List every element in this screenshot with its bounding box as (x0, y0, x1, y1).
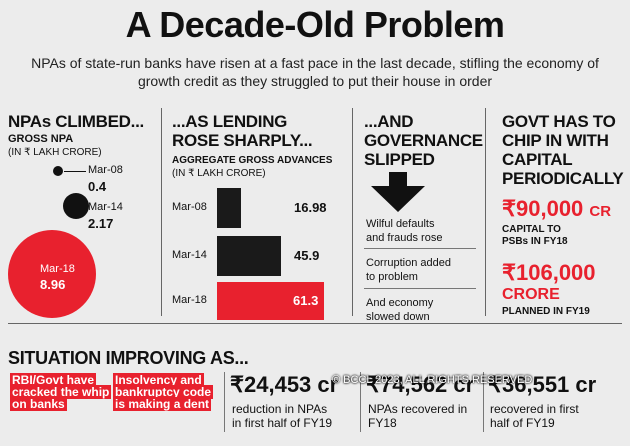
item-divider (364, 248, 476, 249)
bar-year-label: Mar-08 (172, 201, 207, 213)
npa-year-mar08: Mar-08 (88, 164, 123, 176)
npa-year-mar14: Mar-14 (88, 201, 123, 213)
stat-recovered-fy19-value: ₹36,551 cr (488, 372, 597, 397)
npa-bubble-mar14 (63, 193, 89, 219)
capital-heading-line3: CAPITAL (502, 150, 573, 169)
lending-heading-line2: ROSE SHARPLY... (172, 131, 313, 150)
advances-bar (217, 282, 324, 320)
capital-heading-line1: GOVT HAS TO (502, 112, 616, 131)
bar-year-label: Mar-18 (172, 294, 207, 306)
governance-item-2: Corruption added to problem (366, 257, 452, 283)
capital-fy19-label: PLANNED IN FY19 (502, 306, 590, 317)
npa-bubble-mar08 (53, 166, 63, 176)
section-divider (8, 323, 622, 324)
governance-heading-line3: SLIPPED (364, 150, 435, 169)
npa-unit: (IN ₹ LAKH CRORE) (8, 147, 102, 158)
governance-heading-line2: GOVERNANCE (364, 131, 483, 150)
npa-label: GROSS NPA (8, 133, 74, 145)
capital-heading-line4: PERIODICALLY (502, 169, 624, 188)
npa-value-mar08: 0.4 (88, 179, 107, 194)
advances-bar (217, 188, 241, 228)
stat-recovered-fy19-label: recovered in first half of FY19 (490, 402, 579, 430)
item-divider (364, 288, 476, 289)
situation-tag-rbi: RBI/Govt have cracked the whip on banks (10, 373, 112, 411)
capital-amount-fy18: ₹90,000 CR (502, 196, 612, 221)
situation-heading: SITUATION IMPROVING AS... (8, 348, 249, 368)
advances-bar (217, 236, 281, 276)
governance-item-3: And economy slowed down (366, 297, 434, 323)
bar-value-label: 16.98 (294, 200, 327, 215)
governance-heading-line1: ...AND (364, 112, 414, 131)
npa-value-mar18: 8.96 (40, 277, 66, 292)
stat-recovered-fy18-value: ₹74,562 cr (366, 372, 475, 397)
column-divider (161, 108, 162, 316)
situation-tag-insolvency: Insolvency and bankruptcy code is making… (113, 373, 214, 411)
infographic-title: A Decade-Old Problem (125, 4, 505, 45)
stat-npa-reduction-value: ₹24,453 cr (230, 372, 339, 397)
governance-item-1: Wilful defaults and frauds rose (366, 218, 443, 244)
stat-recovered-fy18-label: NPAs recovered in FY18 (368, 402, 468, 430)
down-arrow-icon (371, 172, 425, 212)
capital-fy18-label-line2: PSBs IN FY18 (502, 236, 568, 247)
stat-divider (224, 372, 225, 432)
infographic-subtitle: NPAs of state-run banks have risen at a … (31, 55, 599, 89)
npa-heading: NPAs CLIMBED... (8, 112, 144, 131)
capital-fy18-label-line1: CAPITAL TO (502, 224, 561, 235)
bar-value-label: 45.9 (294, 248, 320, 263)
npa-bubble-mar18 (8, 230, 96, 318)
npa-value-mar14: 2.17 (88, 216, 114, 231)
lending-heading-line1: ...AS LENDING (172, 112, 288, 131)
bar-value-label: 61.3 (293, 293, 319, 308)
capital-heading-line2: CHIP IN WITH (502, 131, 609, 150)
stat-divider (360, 372, 361, 432)
leader-line (64, 171, 86, 172)
capital-amount-fy19: ₹106,000 (502, 260, 596, 285)
lending-unit: (IN ₹ LAKH CRORE) (172, 168, 266, 179)
column-divider (485, 108, 486, 316)
capital-amount-fy19-unit: CRORE (502, 286, 560, 303)
npa-year-mar18: Mar-18 (40, 263, 75, 275)
stat-npa-reduction-label: reduction in NPAs in first half of FY19 (232, 402, 333, 430)
column-divider (352, 108, 353, 316)
bar-year-label: Mar-14 (172, 249, 207, 261)
copyright-watermark: © BCCL 2023, ALL RIGHTS RESERVED (332, 374, 533, 386)
lending-label: AGGREGATE GROSS ADVANCES (172, 155, 333, 166)
stat-divider (483, 372, 484, 432)
